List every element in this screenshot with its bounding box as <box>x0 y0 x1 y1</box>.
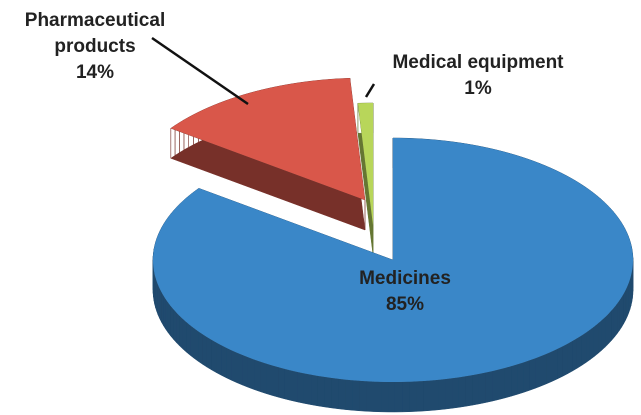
leader-line <box>364 83 376 98</box>
slice-label: Medicines 85% <box>285 266 525 318</box>
slice <box>357 103 373 225</box>
slice <box>153 138 633 382</box>
slice-label: Medical equipment 1% <box>360 50 596 102</box>
value-label: 85% <box>385 294 425 315</box>
value-label: 1% <box>464 78 492 99</box>
slice-label: Pharmaceutical products 14% <box>10 8 180 86</box>
category-label: Medicines <box>359 268 451 289</box>
leader-line <box>151 36 249 106</box>
category-label: Pharmaceutical products <box>24 10 166 57</box>
value-label: 14% <box>75 62 115 83</box>
category-label: Medical equipment <box>392 52 564 73</box>
slice <box>170 78 365 200</box>
